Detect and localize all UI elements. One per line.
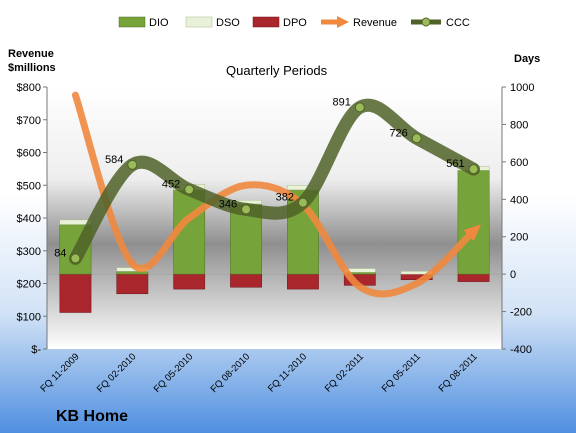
legend-swatch-dio [118,16,146,28]
right-tick-label: 400 [510,194,528,206]
ccc-data-labels: 84 584 452 346 382 891 726 561 [54,96,464,259]
legend-arrow-revenue [337,16,349,28]
right-tick-label: 0 [510,269,516,281]
ccc-point [241,204,252,215]
ccc-data-label: 726 [389,127,407,139]
ccc-data-label: 84 [54,247,66,259]
legend-marker-ccc [421,17,431,27]
left-tick-label: $300 [17,246,41,258]
revenue-line [71,91,481,298]
legend-label-ccc: CCC [446,17,470,29]
ccc-point [354,102,365,113]
bar-dpo [116,273,149,295]
right-tick-label: 200 [510,232,528,244]
chart-title: Quarterly Periods [226,63,328,78]
right-axis-title: Days [514,53,540,65]
left-tick-label: $400 [17,213,41,225]
legend-swatch-dpo [252,16,280,28]
ccc-point [411,133,422,144]
right-tick-label: 800 [510,119,528,131]
bar-dio [457,170,490,275]
ccc-data-label: 382 [276,192,294,204]
company-name: KB Home [56,408,128,425]
ccc-data-label: 891 [332,96,350,108]
left-tick-label: $100 [17,311,41,323]
right-tick-label: 1000 [510,82,534,94]
revenue-series-line [71,91,478,298]
ccc-data-label: 584 [105,154,123,166]
ccc-point [70,253,81,264]
bar-dpo [173,273,206,290]
left-tick-label: $500 [17,180,41,192]
bar-dpo [287,273,319,290]
revenue-arrow-head [463,224,481,242]
legend-label-revenue: Revenue [353,17,397,29]
bar-dpo [59,273,92,313]
left-tick-label: $800 [17,82,41,94]
ccc-line [68,98,481,265]
left-axis-title-line1: Revenue [8,48,54,60]
right-tick-label: 600 [510,157,528,169]
ccc-point [127,159,138,170]
ccc-point [468,164,479,175]
left-tick-label: $- [31,344,41,356]
bar-dpo [457,273,490,282]
left-tick-label: $200 [17,279,41,291]
ccc-data-label: 561 [446,158,464,170]
legend-label-dpo: DPO [283,17,307,29]
left-tick-label: $700 [17,115,41,127]
legend: DIO DSO DPO Revenue CCC [118,16,470,29]
left-tick-label: $600 [17,148,41,160]
right-tick-label: -200 [510,307,532,319]
legend-swatch-dso [185,16,213,28]
bar-dpo [230,273,262,288]
ccc-point [297,197,308,208]
left-axis-title-line2: $millions [8,62,56,74]
left-axis-ticks: $- $100 $200 $300 $400 $500 $600 $700 $800 [17,82,48,356]
legend-label-dio: DIO [149,17,169,29]
right-tick-label: -400 [510,344,532,356]
ccc-data-label: 346 [219,198,237,210]
ccc-point [184,184,195,195]
ccc-data-label: 452 [162,179,180,191]
legend-label-dso: DSO [216,17,240,29]
